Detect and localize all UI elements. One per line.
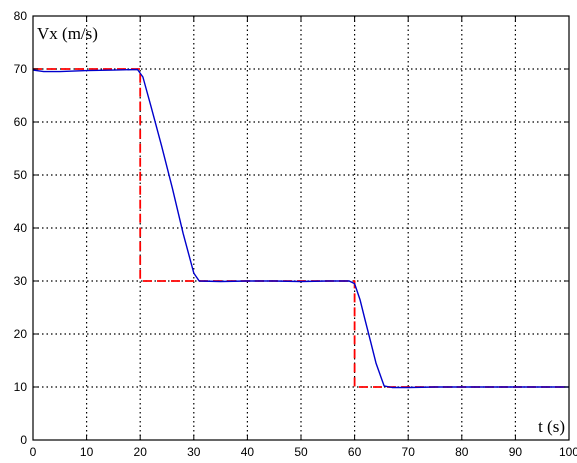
x-tick-label: 20 (134, 445, 148, 459)
x-tick-label: 90 (509, 445, 523, 459)
axis-ticks: 0 10 20 30 40 50 60 70 80 90 100 0 10 20 30 40 50 60 70 80 (14, 9, 577, 459)
y-tick-label: 20 (14, 327, 28, 341)
y-axis-label: Vx (m/s) (37, 24, 98, 43)
x-tick-label: 60 (348, 445, 362, 459)
x-tick-label: 40 (241, 445, 255, 459)
x-tick-label: 30 (187, 445, 201, 459)
y-tick-label: 10 (14, 380, 28, 394)
x-tick-label: 50 (294, 445, 308, 459)
y-tick-label: 40 (14, 221, 28, 235)
x-tick-label: 70 (402, 445, 416, 459)
y-tick-label: 50 (14, 168, 28, 182)
x-tick-label: 100 (559, 445, 577, 459)
x-tick-label: 0 (30, 445, 37, 459)
x-axis-label: t (s) (538, 417, 565, 436)
y-tick-label: 60 (14, 115, 28, 129)
grid-lines (33, 16, 569, 440)
y-tick-label: 70 (14, 62, 28, 76)
x-tick-label: 10 (80, 445, 94, 459)
y-tick-label: 80 (14, 9, 28, 23)
x-tick-label: 80 (455, 445, 469, 459)
y-tick-label: 0 (20, 433, 27, 447)
y-tick-label: 30 (14, 274, 28, 288)
